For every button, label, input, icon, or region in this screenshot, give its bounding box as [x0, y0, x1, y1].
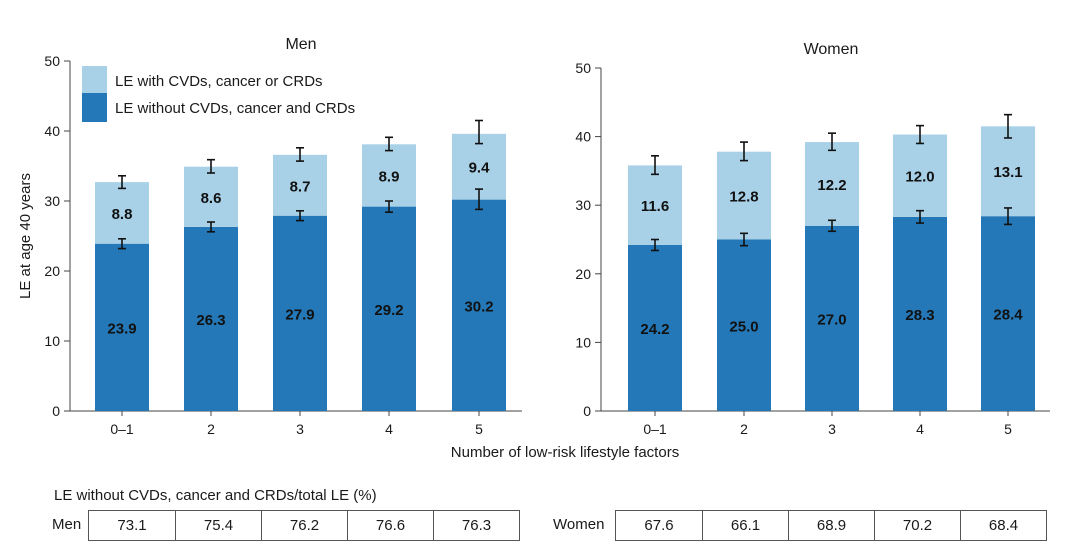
bar-value-label: 12.2 [817, 177, 846, 194]
y-tick-label: 10 [44, 333, 60, 349]
table-men-label: Men [52, 516, 82, 533]
y-tick-label: 40 [44, 123, 60, 139]
x-axis-label: Number of low-risk lifestyle factors [451, 444, 679, 461]
bar-value-label: 27.0 [817, 311, 846, 328]
y-tick-label: 50 [44, 53, 60, 69]
bar-with-disease [628, 165, 682, 245]
table-title: LE without CVDs, cancer and CRDs/total L… [54, 487, 377, 504]
bar-value-label: 8.9 [379, 168, 400, 185]
bar-value-label: 27.9 [285, 306, 314, 323]
bar-with-disease [95, 182, 149, 244]
panel-title: Men [285, 36, 316, 53]
bar-without-disease [981, 216, 1035, 411]
table-cell: 68.9 [788, 511, 874, 540]
table-women-row: 67.6 66.1 68.9 70.2 68.4 [615, 510, 1047, 541]
x-tick-label: 0–1 [110, 421, 134, 437]
bar-with-disease [362, 144, 416, 207]
bar-with-disease [184, 166, 238, 227]
bar-value-label: 9.4 [469, 160, 491, 177]
y-tick-label: 20 [575, 266, 591, 282]
bar-without-disease [893, 216, 947, 411]
bar-value-label: 30.2 [464, 298, 493, 315]
table-cell: 67.6 [644, 517, 674, 534]
bar-value-label: 12.0 [905, 169, 934, 186]
legend-swatch-with-disease [82, 66, 107, 93]
bar-without-disease [95, 243, 149, 411]
bar-with-disease [273, 154, 327, 216]
table-cell: 66.1 [702, 511, 788, 540]
bar-value-label: 8.6 [201, 190, 222, 207]
y-tick-label: 10 [575, 334, 591, 350]
bar-with-disease [893, 134, 947, 217]
bar-with-disease [717, 151, 771, 240]
women-panel: Women 0 10 20 30 40 50 24.2 11.6 0–1 25.0 12.8 2 27.0… [575, 41, 1050, 437]
legend-label: LE without CVDs, cancer and CRDs [115, 100, 355, 117]
x-tick-label: 3 [828, 421, 836, 437]
y-tick-label: 30 [44, 193, 60, 209]
bar-with-disease [981, 126, 1035, 217]
x-tick-label: 5 [475, 421, 483, 437]
x-tick-label: 4 [385, 421, 393, 437]
bar-without-disease [362, 206, 416, 411]
bar-value-label: 23.9 [107, 320, 136, 337]
bar-value-label: 28.3 [905, 307, 934, 324]
bar-without-disease [805, 225, 859, 411]
x-tick-label: 3 [296, 421, 304, 437]
table-cell: 76.6 [347, 511, 433, 540]
y-tick-label: 40 [575, 129, 591, 145]
legend-swatch-without-disease [82, 93, 107, 122]
bar-value-label: 8.8 [112, 206, 133, 223]
bar-value-label: 26.3 [196, 312, 225, 329]
y-axis-label: LE at age 40 years [17, 173, 34, 299]
table-cell: 70.2 [874, 511, 960, 540]
bar-without-disease [273, 215, 327, 411]
bar-value-label: 8.7 [290, 178, 311, 195]
x-tick-label: 5 [1004, 421, 1012, 437]
legend-label: LE with CVDs, cancer or CRDs [115, 73, 323, 90]
y-tick-label: 0 [583, 403, 591, 419]
bar-without-disease [717, 239, 771, 411]
y-tick-label: 0 [52, 403, 60, 419]
panel-title: Women [804, 41, 859, 58]
bar-value-label: 11.6 [641, 198, 669, 215]
x-tick-label: 4 [916, 421, 924, 437]
table-cell: 75.4 [175, 511, 261, 540]
y-tick-label: 50 [575, 60, 591, 76]
bar-value-label: 28.4 [993, 307, 1023, 324]
y-tick-label: 30 [575, 197, 591, 213]
bar-with-disease [805, 142, 859, 226]
bar-value-label: 24.2 [640, 321, 669, 338]
x-tick-label: 2 [207, 421, 215, 437]
table-cell: 76.3 [433, 511, 519, 540]
men-panel: Men 0 10 20 30 40 50 LE at age 40 years 23.9 8.8 0… [17, 36, 522, 437]
bar-without-disease [628, 244, 682, 411]
bar-value-label: 12.8 [729, 189, 758, 206]
bar-value-label: 29.2 [374, 302, 403, 319]
table-cell: 68.4 [960, 511, 1046, 540]
table-cell: 73.1 [117, 517, 147, 534]
bar-value-label: 25.0 [729, 318, 758, 335]
x-tick-label: 2 [740, 421, 748, 437]
table-women-label: Women [553, 516, 605, 533]
bar-value-label: 13.1 [993, 164, 1022, 181]
y-tick-label: 20 [44, 263, 60, 279]
x-tick-label: 0–1 [643, 421, 667, 437]
table-cell: 76.2 [261, 511, 347, 540]
bar-without-disease [452, 199, 506, 411]
bar-without-disease [184, 226, 238, 411]
table-men-row: 73.1 75.4 76.2 76.6 76.3 [88, 510, 520, 541]
